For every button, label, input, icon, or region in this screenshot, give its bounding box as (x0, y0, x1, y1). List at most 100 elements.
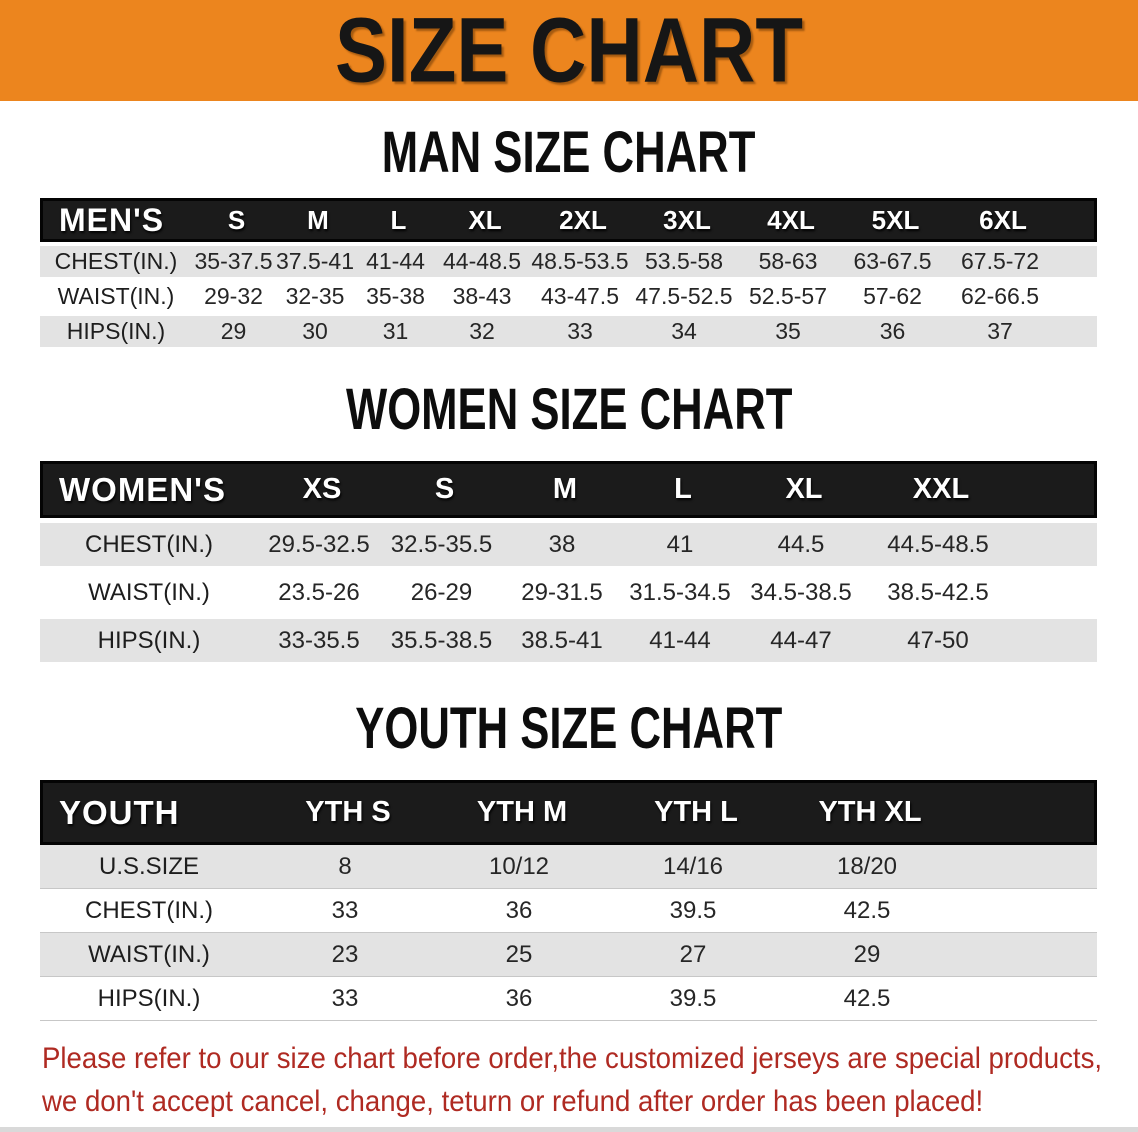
youth-table-row: U.S.SIZE 8 10/12 14/16 18/20 (40, 845, 1097, 889)
size-column-header: 3XL (663, 204, 711, 235)
size-value-cell: 23.5-26 (278, 578, 360, 606)
size-value-cell: 30 (302, 318, 328, 344)
women-table-row: HIPS(IN.) 33-35.5 35.5-38.5 38.5-41 41-44 44-… (40, 619, 1097, 662)
size-value-cell: 38.5-42.5 (887, 578, 989, 606)
size-value-cell: 32.5-35.5 (390, 530, 493, 558)
women-section-heading: WOMEN SIZE CHART (345, 375, 793, 442)
size-value-cell: 33 (567, 318, 593, 344)
size-value-cell: 32-35 (285, 283, 345, 309)
size-value-cell: 41 (666, 530, 694, 558)
size-value-cell: 42.5 (843, 896, 891, 924)
size-value-cell: 44.5 (777, 530, 825, 558)
size-column-header: L (390, 204, 407, 235)
row-label: WAIST(IN.) (88, 940, 210, 968)
size-column-header: XL (785, 473, 823, 505)
youth-size-section: YOUTH SIZE CHART YOUTH YTH S YTH M YTH L YTH… (0, 694, 1138, 1021)
size-value-cell: 67.5-72 (960, 248, 1039, 274)
banner-title: SIZE CHART (335, 0, 803, 102)
size-value-cell: 47-50 (907, 626, 969, 654)
men-table-row: WAIST(IN.) 29-32 32-35 35-38 38-43 43-47.5 47.… (40, 281, 1097, 312)
size-value-cell: 34 (671, 318, 697, 344)
size-value-cell: 35.5-38.5 (390, 626, 493, 654)
size-value-cell: 33 (331, 896, 359, 924)
youth-corner-label: YOUTH (59, 793, 180, 831)
row-label: WAIST(IN.) (88, 578, 210, 606)
size-column-header: 5XL (871, 204, 920, 235)
row-label: U.S.SIZE (98, 852, 200, 880)
women-table-header-row: WOMEN'S XS S M L XL XXL (40, 461, 1097, 518)
men-section-heading: MAN SIZE CHART (382, 118, 756, 185)
size-value-cell: 36 (505, 984, 533, 1012)
women-corner-label: WOMEN'S (59, 470, 227, 508)
size-value-cell: 31.5-34.5 (629, 578, 731, 606)
men-size-section: MAN SIZE CHART MEN'S S M L XL 2XL 3XL 4XL 5XL 6XL… (0, 118, 1138, 347)
size-value-cell: 35-38 (366, 283, 425, 309)
size-value-cell: 57-62 (863, 283, 922, 309)
size-value-cell: 44.5-48.5 (887, 530, 989, 558)
size-value-cell: 10/12 (488, 852, 550, 880)
size-column-header: 4XL (767, 204, 815, 235)
size-column-header: YTH M (476, 796, 568, 828)
size-value-cell: 37 (987, 318, 1013, 344)
size-value-cell: 39.5 (669, 984, 717, 1012)
size-value-cell: 43-47.5 (540, 283, 619, 309)
size-column-header: YTH S (305, 796, 391, 828)
men-table-row: CHEST(IN.) 35-37.5 37.5-41 41-44 44-48.5 48.5… (40, 246, 1097, 277)
size-value-cell: 29-31.5 (521, 578, 603, 606)
size-value-cell: 33-35.5 (278, 626, 360, 654)
women-table-row: CHEST(IN.) 29.5-32.5 32.5-35.5 38 41 44.5 44.5… (40, 523, 1097, 566)
size-value-cell: 27 (679, 940, 707, 968)
youth-size-table: YOUTH YTH S YTH M YTH L YTH XL U.S.SIZE 8 10/12… (40, 780, 1097, 1021)
size-column-header: XS (302, 473, 342, 505)
size-value-cell: 38.5-41 (521, 626, 603, 654)
row-label: CHEST(IN.) (85, 530, 213, 558)
size-value-cell: 44-47 (770, 626, 832, 654)
size-column-header: L (674, 473, 692, 505)
size-value-cell: 53.5-58 (644, 248, 723, 274)
youth-table-row: CHEST(IN.) 33 36 39.5 42.5 (40, 889, 1097, 933)
size-column-header: YTH L (654, 796, 738, 828)
size-value-cell: 33 (331, 984, 359, 1012)
size-value-cell: 48.5-53.5 (531, 248, 629, 274)
disclaimer-line-2: we don't accept cancel, change, teturn o… (42, 1085, 984, 1118)
size-column-header: M (552, 473, 578, 505)
men-corner-label: MEN'S (59, 201, 165, 238)
size-value-cell: 62-66.5 (960, 283, 1039, 309)
youth-section-heading: YOUTH SIZE CHART (355, 694, 783, 761)
size-value-cell: 38 (548, 530, 576, 558)
size-value-cell: 23 (331, 940, 359, 968)
size-value-cell: 32 (469, 318, 495, 344)
size-value-cell: 34.5-38.5 (750, 578, 852, 606)
size-value-cell: 36 (505, 896, 533, 924)
row-label: WAIST(IN.) (57, 283, 175, 309)
size-value-cell: 42.5 (843, 984, 891, 1012)
size-value-cell: 18/20 (836, 852, 898, 880)
size-value-cell: 26-29 (410, 578, 473, 606)
men-size-table: MEN'S S M L XL 2XL 3XL 4XL 5XL 6XL CHEST(IN.) 35-37… (40, 198, 1097, 347)
youth-table-row: WAIST(IN.) 23 25 27 29 (40, 933, 1097, 977)
size-value-cell: 14/16 (662, 852, 724, 880)
women-size-section: WOMEN SIZE CHART WOMEN'S XS S M L XL XXL CHEST(… (0, 375, 1138, 662)
size-column-header: 2XL (559, 204, 607, 235)
size-column-header: XL (468, 204, 502, 235)
size-value-cell: 29 (853, 940, 881, 968)
size-value-cell: 35 (775, 318, 801, 344)
size-value-cell: 8 (338, 852, 352, 880)
row-label: CHEST(IN.) (54, 248, 178, 274)
size-value-cell: 41-44 (366, 248, 425, 274)
men-table-row: HIPS(IN.) 29 30 31 32 33 34 35 36 37 (40, 316, 1097, 347)
size-value-cell: 31 (382, 318, 409, 344)
size-value-cell: 29-32 (204, 283, 263, 309)
size-chart-banner: SIZE CHART (0, 0, 1138, 101)
disclaimer-line-1: Please refer to our size chart before or… (42, 1042, 1103, 1075)
order-disclaimer: Please refer to our size chart before or… (42, 1037, 1138, 1123)
size-value-cell: 25 (505, 940, 533, 968)
youth-table-header-row: YOUTH YTH S YTH M YTH L YTH XL (40, 780, 1097, 845)
size-column-header: YTH XL (818, 796, 922, 828)
size-column-header: M (307, 204, 329, 235)
size-value-cell: 35-37.5 (194, 248, 273, 274)
size-column-header: S (227, 204, 246, 235)
size-value-cell: 41-44 (649, 626, 711, 654)
size-value-cell: 52.5-57 (748, 283, 827, 309)
